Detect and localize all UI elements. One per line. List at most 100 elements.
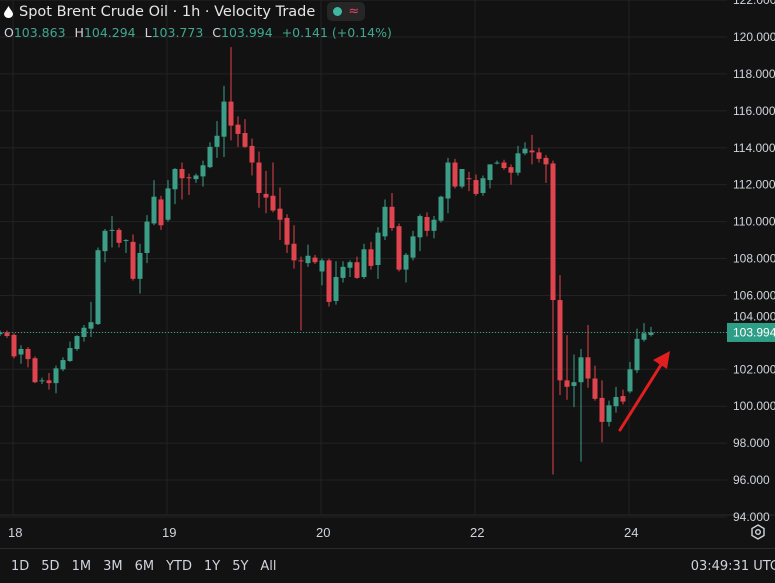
range-5d[interactable]: 5D [41,558,60,574]
range-6m[interactable]: 6M [134,558,155,574]
candle-body [564,380,570,387]
candle-body [557,300,563,381]
bottom-toolbar: 1D 5D 1M 3M 6M YTD 1Y 5Y All 03:49:31 UT… [0,548,775,583]
candle [207,142,213,169]
candle-body [179,168,185,179]
candle [270,162,276,213]
candle [67,341,73,362]
candle [284,214,290,253]
candle [410,230,416,261]
price-tick-label: 112.000 [733,178,775,192]
high-value: 104.294 [83,25,136,40]
candle-body [18,348,24,355]
ohlc-legend: O103.863 H104.294 L103.773 C103.994 +0.1… [4,25,397,40]
candle-body [361,249,367,277]
price-tick-label: 110.000 [733,215,775,229]
candle [249,138,255,176]
candle [18,345,24,364]
candle-body [585,357,591,379]
candle-body [151,196,157,224]
candle [585,324,591,388]
candle-body [46,380,52,384]
candle [88,301,94,337]
candle [102,228,108,263]
candle [571,354,577,408]
candle-body [606,405,612,422]
candle [53,365,59,394]
candle-body [11,334,17,357]
candle-body [291,243,297,261]
candle-body [158,199,164,226]
candle [312,254,318,265]
candle [130,234,136,281]
candle-body [480,178,486,193]
candle-body [305,255,311,264]
candle [109,216,115,248]
candle [193,173,199,183]
clock-timezone[interactable]: 03:49:31 UTC [690,559,775,574]
candle-body [284,217,290,245]
candle-body [32,358,38,383]
candle [529,134,535,165]
candle [473,174,479,196]
status-badge[interactable]: ≈ [327,2,366,21]
candle [508,164,514,185]
range-3m[interactable]: 3M [103,558,123,574]
candle [368,241,374,270]
candle-body [522,148,528,154]
candle [165,180,171,222]
candle-body [529,150,535,153]
candle [4,330,10,338]
candle-body [116,229,122,243]
candle [137,243,143,294]
time-tick-label: 18 [8,525,22,540]
candle-body [494,162,500,164]
candle-body [235,124,241,134]
candle-body [501,162,507,169]
candle-body [445,162,451,199]
range-1y[interactable]: 1Y [203,558,221,574]
candle [431,216,437,239]
candle-body [375,232,381,265]
time-axis[interactable]: 18 19 20 22 24 [8,525,638,540]
candle [487,164,493,189]
candle-body [319,260,325,272]
candle [158,195,164,230]
price-axis[interactable]: 94.000 96.000 98.000 100.000 102.000 104.000 1… [733,0,775,524]
range-all[interactable]: All [260,558,277,574]
open-value: 103.863 [13,25,66,40]
low-value: 103.773 [151,25,204,40]
candle-body [277,208,283,220]
candle-body [599,397,605,422]
candle-body [459,168,465,187]
candle-body [641,333,647,340]
candle [263,170,269,214]
range-1d[interactable]: 1D [11,558,30,574]
candle [375,227,381,279]
candle-body [592,378,598,399]
candle-body [347,262,353,268]
range-ytd[interactable]: YTD [166,558,192,574]
symbol-title[interactable]: Spot Brent Crude Oil · 1h · Velocity Tra… [19,3,316,20]
candle-body [214,135,220,147]
candle-body [410,236,416,258]
candle-body [571,382,577,386]
candle-body [424,216,430,231]
settings-gear-icon[interactable] [750,524,766,540]
candle [0,330,3,337]
price-tick-label: 118.000 [733,67,775,81]
candle [522,142,528,156]
high-label: H [74,25,84,40]
candle [298,256,304,331]
candle-body [221,101,227,137]
candle [613,386,619,413]
candle [550,160,556,475]
candle [641,323,647,342]
candle [536,147,542,163]
candle [277,187,283,241]
candle [235,116,241,147]
price-tick-label: 100.000 [733,399,775,413]
price-chart[interactable]: 94.000 96.000 98.000 100.000 102.000 104.000 1… [0,0,775,548]
range-1m[interactable]: 1M [71,558,92,574]
range-5y[interactable]: 5Y [232,558,249,574]
